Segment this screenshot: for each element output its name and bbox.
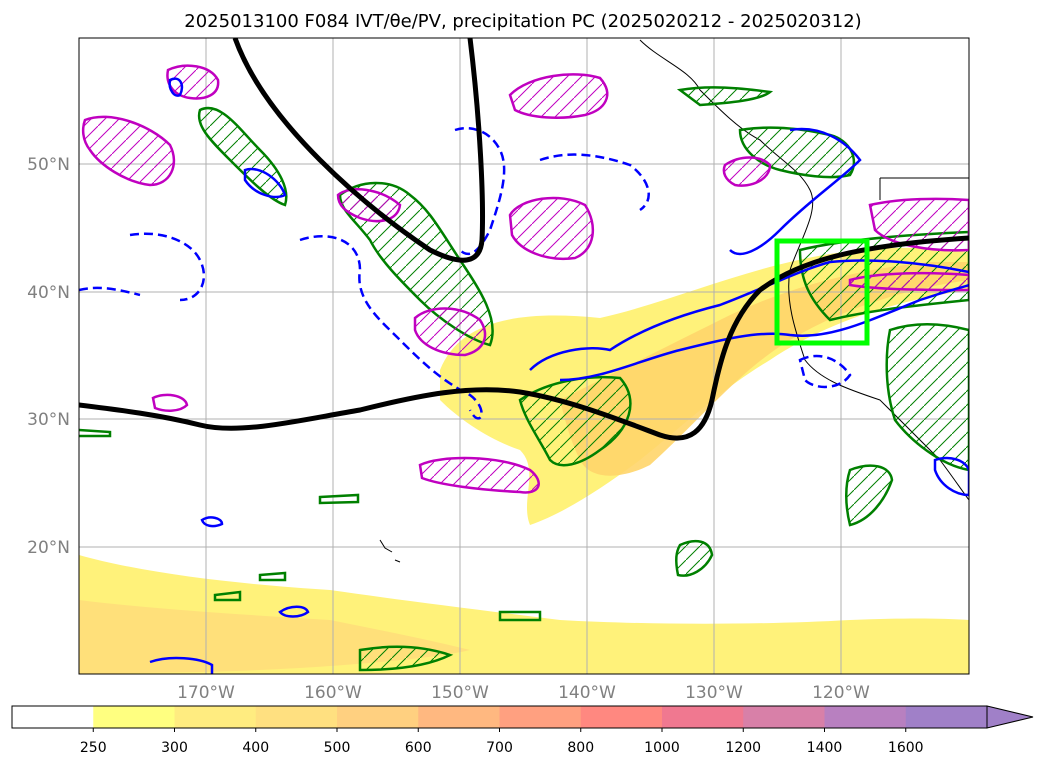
colorbar-segment <box>662 706 744 728</box>
pv-solid <box>559 283 969 382</box>
precip-region <box>338 181 494 347</box>
colorbar-tick-label: 1600 <box>888 740 924 756</box>
lon-label-170w: 170°W <box>177 683 235 703</box>
lat-label-20n: 20°N <box>27 538 70 558</box>
colorbar-tick-label: 700 <box>486 740 513 756</box>
pc-region <box>722 156 772 187</box>
colorbar-tick-label: 1400 <box>807 740 843 756</box>
pv-solid <box>529 259 969 371</box>
lat-label-30n: 30°N <box>27 410 70 430</box>
hawaii-islands <box>379 539 401 563</box>
colorbar-segments <box>12 706 988 728</box>
pc-region <box>81 115 176 187</box>
precip-region <box>213 590 242 602</box>
precip-region <box>885 322 969 472</box>
pc-region <box>413 307 487 357</box>
lon-label-160w: 160°W <box>304 683 362 703</box>
theta-contour-north <box>232 38 485 263</box>
colorbar-segment <box>12 706 94 728</box>
pc-region <box>151 393 189 412</box>
pv-solid <box>168 77 184 97</box>
colorbar-tick-label: 800 <box>567 740 594 756</box>
colorbar-segment <box>905 706 988 728</box>
colorbar-tick-label: 300 <box>161 740 188 756</box>
map-frame <box>78 37 970 675</box>
pc-region <box>166 64 220 100</box>
pv-solid <box>243 167 287 199</box>
colorbar-tick-label: 1200 <box>725 740 761 756</box>
pv-dashed <box>798 354 852 389</box>
precip-region <box>676 86 774 107</box>
colorbar-tick-label: 250 <box>80 740 107 756</box>
precip-region <box>498 610 542 622</box>
colorbar-segment <box>824 706 907 728</box>
ivt-band-core <box>560 262 969 476</box>
lon-label-130w: 130°W <box>685 683 743 703</box>
precip-region <box>258 571 287 582</box>
colorbar-tick-labels: 250 300 400 500 600 700 800 1000 1200 1400 1600 <box>80 728 924 756</box>
lat-label-40n: 40°N <box>27 283 70 303</box>
pv-solid <box>278 605 310 618</box>
lon-label-140w: 140°W <box>558 683 616 703</box>
pv-solid <box>729 127 862 256</box>
precip-region <box>845 464 894 527</box>
pc-region <box>418 456 540 494</box>
colorbar-segment <box>418 706 500 728</box>
pv-solid <box>933 456 969 497</box>
colorbar-tick-label: 600 <box>405 740 432 756</box>
colorbar-tick-label: 1000 <box>644 740 680 756</box>
pc-contours <box>81 64 969 494</box>
state-border <box>879 177 969 200</box>
colorbar-segment <box>174 706 257 728</box>
pv-dashed <box>454 126 506 256</box>
pv-contours <box>79 77 969 674</box>
pv-solid <box>200 516 224 528</box>
colorbar: 250 300 400 500 600 700 800 1000 1200 1400 1600 <box>11 705 1034 756</box>
theta-contour-main <box>79 235 969 441</box>
colorbar-tick-label: 400 <box>242 740 269 756</box>
map-title: 2025013100 F084 IVT/θe/PV, precipitation… <box>184 11 861 32</box>
colorbar-tick-label: 500 <box>324 740 351 756</box>
pc-region <box>508 196 595 261</box>
precip-region <box>79 428 112 438</box>
colorbar-segment <box>255 706 338 728</box>
pc-region <box>508 73 609 119</box>
pv-solid <box>149 656 214 674</box>
pv-dashed <box>79 232 206 302</box>
colorbar-extend-arrow <box>986 705 1034 729</box>
colorbar-segment <box>337 706 419 728</box>
precip-region <box>197 106 288 207</box>
colorbar-segment <box>93 706 175 728</box>
map-area <box>79 38 969 674</box>
lat-label-50n: 50°N <box>27 155 70 175</box>
target-region-box <box>774 238 870 346</box>
lon-labels: 170°W 160°W 150°W 140°W 130°W 120°W <box>177 683 870 703</box>
colorbar-segment <box>499 706 582 728</box>
pv-dashed <box>299 235 483 420</box>
precip-region <box>675 539 714 577</box>
precip-region <box>318 493 360 505</box>
theta-contours <box>79 38 969 441</box>
lon-label-120w: 120°W <box>812 683 870 703</box>
lat-labels: 50°N 40°N 30°N 20°N <box>27 155 70 558</box>
pc-region <box>848 271 969 292</box>
colorbar-segment <box>580 706 663 728</box>
precip-region <box>358 645 454 672</box>
colorbar-segment <box>743 706 825 728</box>
lon-label-150w: 150°W <box>431 683 489 703</box>
pv-dashed <box>539 153 650 212</box>
